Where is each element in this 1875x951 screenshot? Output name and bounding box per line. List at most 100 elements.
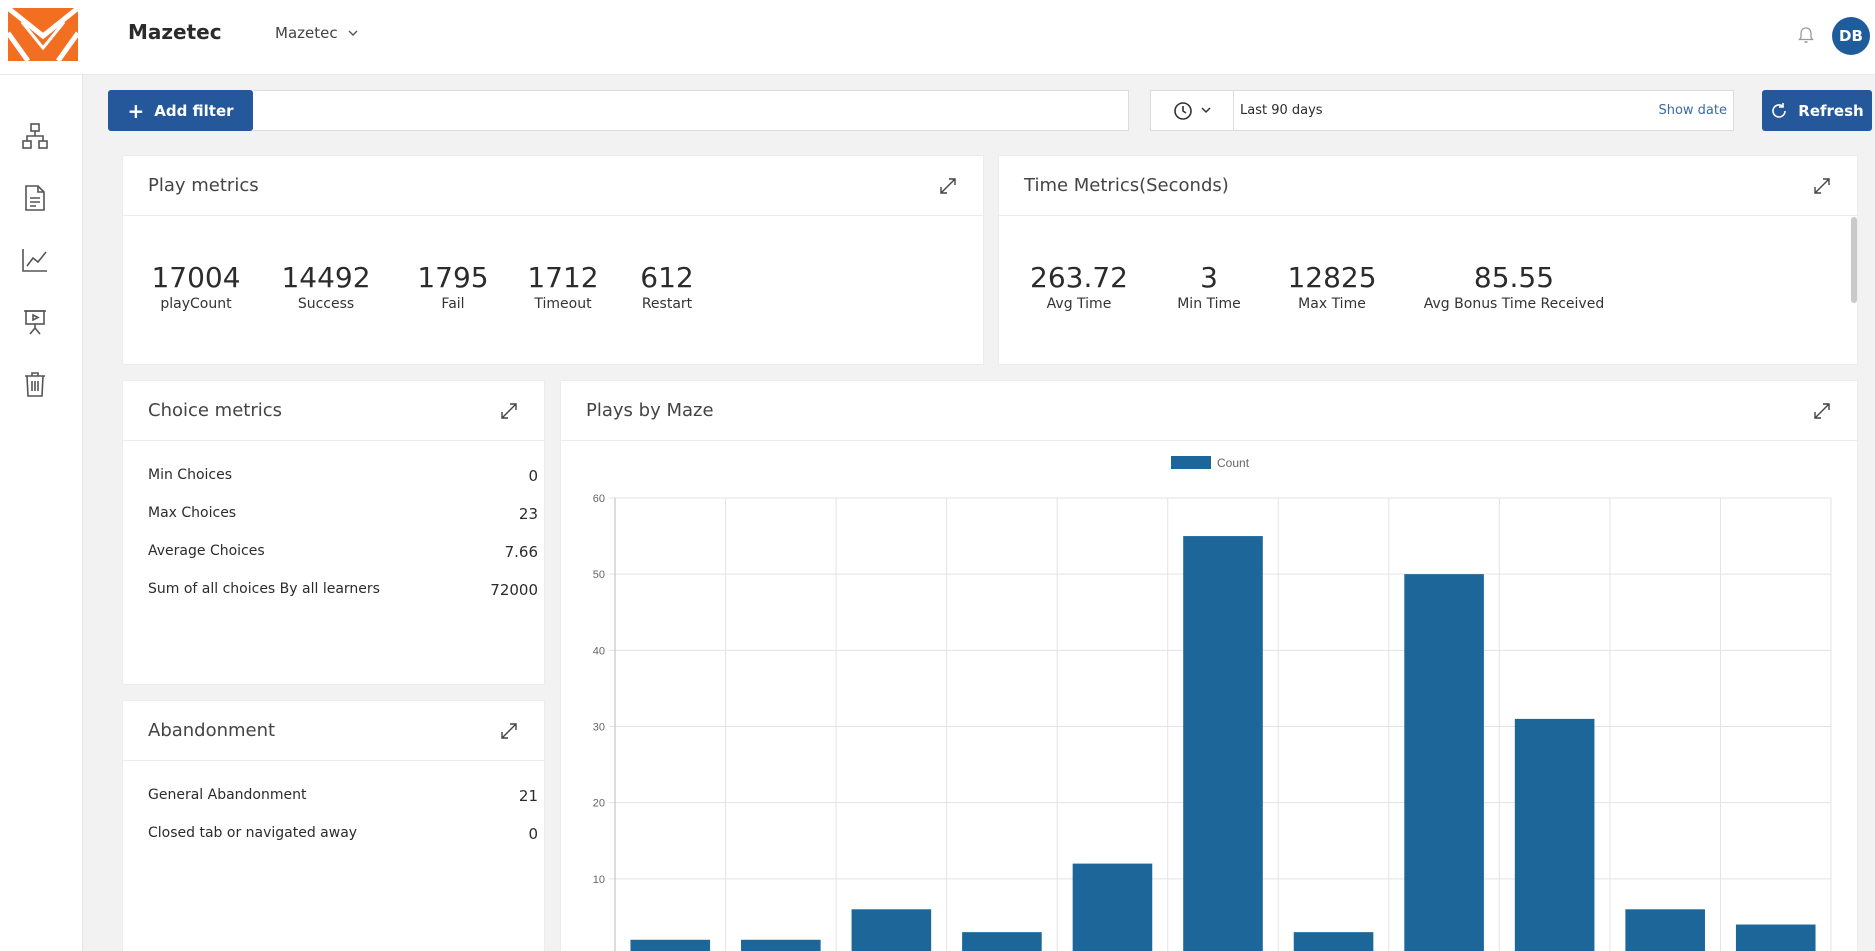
show-date-link[interactable]: Show date bbox=[1658, 103, 1727, 118]
panel-header: Abandonment bbox=[123, 701, 544, 761]
metric-label: playCount bbox=[160, 296, 232, 312]
bar bbox=[1183, 536, 1263, 951]
row-value: 0 bbox=[528, 825, 538, 843]
presentation-icon bbox=[24, 310, 46, 335]
document-icon bbox=[25, 185, 45, 211]
y-tick-label: 20 bbox=[593, 798, 605, 810]
metric-label: Fail bbox=[441, 296, 465, 312]
metric-success: 14492 Success bbox=[281, 261, 371, 312]
avatar[interactable]: DB bbox=[1832, 17, 1870, 55]
panel-title: Choice metrics bbox=[148, 400, 283, 421]
metric-label: Success bbox=[297, 296, 355, 312]
y-tick-label: 60 bbox=[593, 493, 605, 505]
metric-value: 85.55 bbox=[1473, 261, 1555, 294]
choice-row-average: Average Choices 7.66 bbox=[148, 543, 538, 561]
panel-header: Plays by Maze bbox=[561, 381, 1857, 441]
add-filter-button[interactable]: + Add filter bbox=[108, 90, 253, 131]
panel-scrollbar[interactable] bbox=[1851, 217, 1857, 303]
y-tick-label: 40 bbox=[593, 645, 605, 657]
app-title: Mazetec bbox=[128, 20, 222, 44]
hierarchy-icon bbox=[22, 123, 48, 149]
expand-icon[interactable] bbox=[938, 176, 958, 196]
bar bbox=[1072, 863, 1153, 951]
expand-icon[interactable] bbox=[499, 401, 519, 421]
expand-icon[interactable] bbox=[1812, 176, 1832, 196]
bar bbox=[1293, 932, 1374, 951]
row-value: 23 bbox=[518, 505, 538, 523]
date-range-field[interactable]: Last 90 days Show date bbox=[1234, 90, 1734, 131]
row-value: 7.66 bbox=[504, 543, 538, 561]
metric-label: Timeout bbox=[534, 296, 592, 312]
top-header: Mazetec Mazetec DB bbox=[0, 0, 1875, 75]
bar bbox=[1514, 718, 1595, 951]
bell-icon[interactable] bbox=[1796, 25, 1816, 45]
metric-timeout: 1712 Timeout bbox=[523, 261, 603, 312]
abandonment-row-closed-tab: Closed tab or navigated away 0 bbox=[148, 825, 538, 843]
metric-max-time: 12825 Max Time bbox=[1282, 261, 1382, 312]
metric-playcount: 17004 playCount bbox=[151, 261, 241, 312]
panel-header: Play metrics bbox=[123, 156, 983, 216]
metric-value: 14492 bbox=[281, 261, 371, 294]
row-label: Closed tab or navigated away bbox=[148, 825, 358, 841]
metric-value: 3 bbox=[1200, 261, 1218, 294]
chevron-down-icon bbox=[1201, 107, 1211, 114]
choice-metrics-panel: Choice metrics Min Choices 0 Max Choices… bbox=[122, 380, 545, 685]
play-metrics-panel: Play metrics 17004 playCount 14492 Succe… bbox=[122, 155, 984, 365]
y-tick-label: 30 bbox=[593, 722, 605, 734]
sidebar bbox=[0, 75, 83, 951]
mazetec-logo[interactable] bbox=[8, 8, 78, 61]
sidebar-item-hierarchy[interactable] bbox=[20, 121, 50, 151]
filter-input[interactable] bbox=[253, 90, 1129, 131]
row-label: Average Choices bbox=[148, 543, 265, 559]
metric-value: 12825 bbox=[1287, 261, 1377, 294]
metric-label: Avg Bonus Time Received bbox=[1423, 296, 1605, 312]
row-label: Sum of all choices By all learners bbox=[148, 581, 380, 597]
sidebar-item-analytics[interactable] bbox=[20, 245, 50, 275]
metric-value: 263.72 bbox=[1030, 261, 1128, 294]
refresh-label: Refresh bbox=[1798, 101, 1864, 120]
metric-fail: 1795 Fail bbox=[413, 261, 493, 312]
metric-label: Restart bbox=[641, 296, 693, 312]
legend-swatch bbox=[1171, 456, 1211, 469]
choice-row-min: Min Choices 0 bbox=[148, 467, 538, 485]
metric-min-time: 3 Min Time bbox=[1169, 261, 1249, 312]
abandonment-row-general: General Abandonment 21 bbox=[148, 787, 538, 805]
sidebar-item-documents[interactable] bbox=[20, 183, 50, 213]
sidebar-item-presentation[interactable] bbox=[20, 307, 50, 337]
bar bbox=[1625, 909, 1705, 951]
clock-icon bbox=[1174, 101, 1192, 120]
choice-row-max: Max Choices 23 bbox=[148, 505, 538, 523]
expand-icon[interactable] bbox=[1812, 401, 1832, 421]
panel-title: Abandonment bbox=[148, 720, 276, 741]
row-label: Min Choices bbox=[148, 467, 232, 483]
metric-avg-time: 263.72 Avg Time bbox=[1029, 261, 1129, 312]
row-value: 72000 bbox=[490, 581, 538, 599]
org-selector[interactable]: Mazetec bbox=[275, 24, 358, 42]
bar bbox=[1404, 574, 1484, 951]
metric-label: Min Time bbox=[1177, 296, 1241, 312]
refresh-button[interactable]: Refresh bbox=[1762, 90, 1872, 131]
chevron-down-icon bbox=[348, 30, 358, 36]
y-tick-label: 50 bbox=[593, 569, 605, 581]
metric-avg-bonus-time: 85.55 Avg Bonus Time Received bbox=[1404, 261, 1624, 312]
trash-icon bbox=[25, 372, 45, 397]
row-value: 0 bbox=[528, 467, 538, 485]
panel-title: Time Metrics(Seconds) bbox=[1024, 175, 1229, 196]
panel-header: Time Metrics(Seconds) bbox=[999, 156, 1857, 216]
metric-restart: 612 Restart bbox=[627, 261, 707, 312]
row-label: General Abandonment bbox=[148, 787, 307, 803]
y-tick-label: 10 bbox=[593, 874, 605, 886]
metric-value: 1712 bbox=[527, 261, 599, 294]
panel-header: Choice metrics bbox=[123, 381, 544, 441]
expand-icon[interactable] bbox=[499, 721, 519, 741]
legend-label: Count bbox=[1217, 456, 1250, 470]
panel-title: Play metrics bbox=[148, 175, 259, 196]
bar bbox=[630, 939, 711, 951]
add-filter-label: Add filter bbox=[154, 101, 234, 120]
time-range-picker[interactable] bbox=[1150, 90, 1234, 131]
refresh-icon bbox=[1772, 102, 1787, 118]
abandonment-panel: Abandonment General Abandonment 21 Close… bbox=[122, 700, 545, 951]
org-selector-label: Mazetec bbox=[275, 24, 338, 42]
row-label: Max Choices bbox=[148, 505, 237, 521]
sidebar-item-trash[interactable] bbox=[20, 369, 50, 399]
